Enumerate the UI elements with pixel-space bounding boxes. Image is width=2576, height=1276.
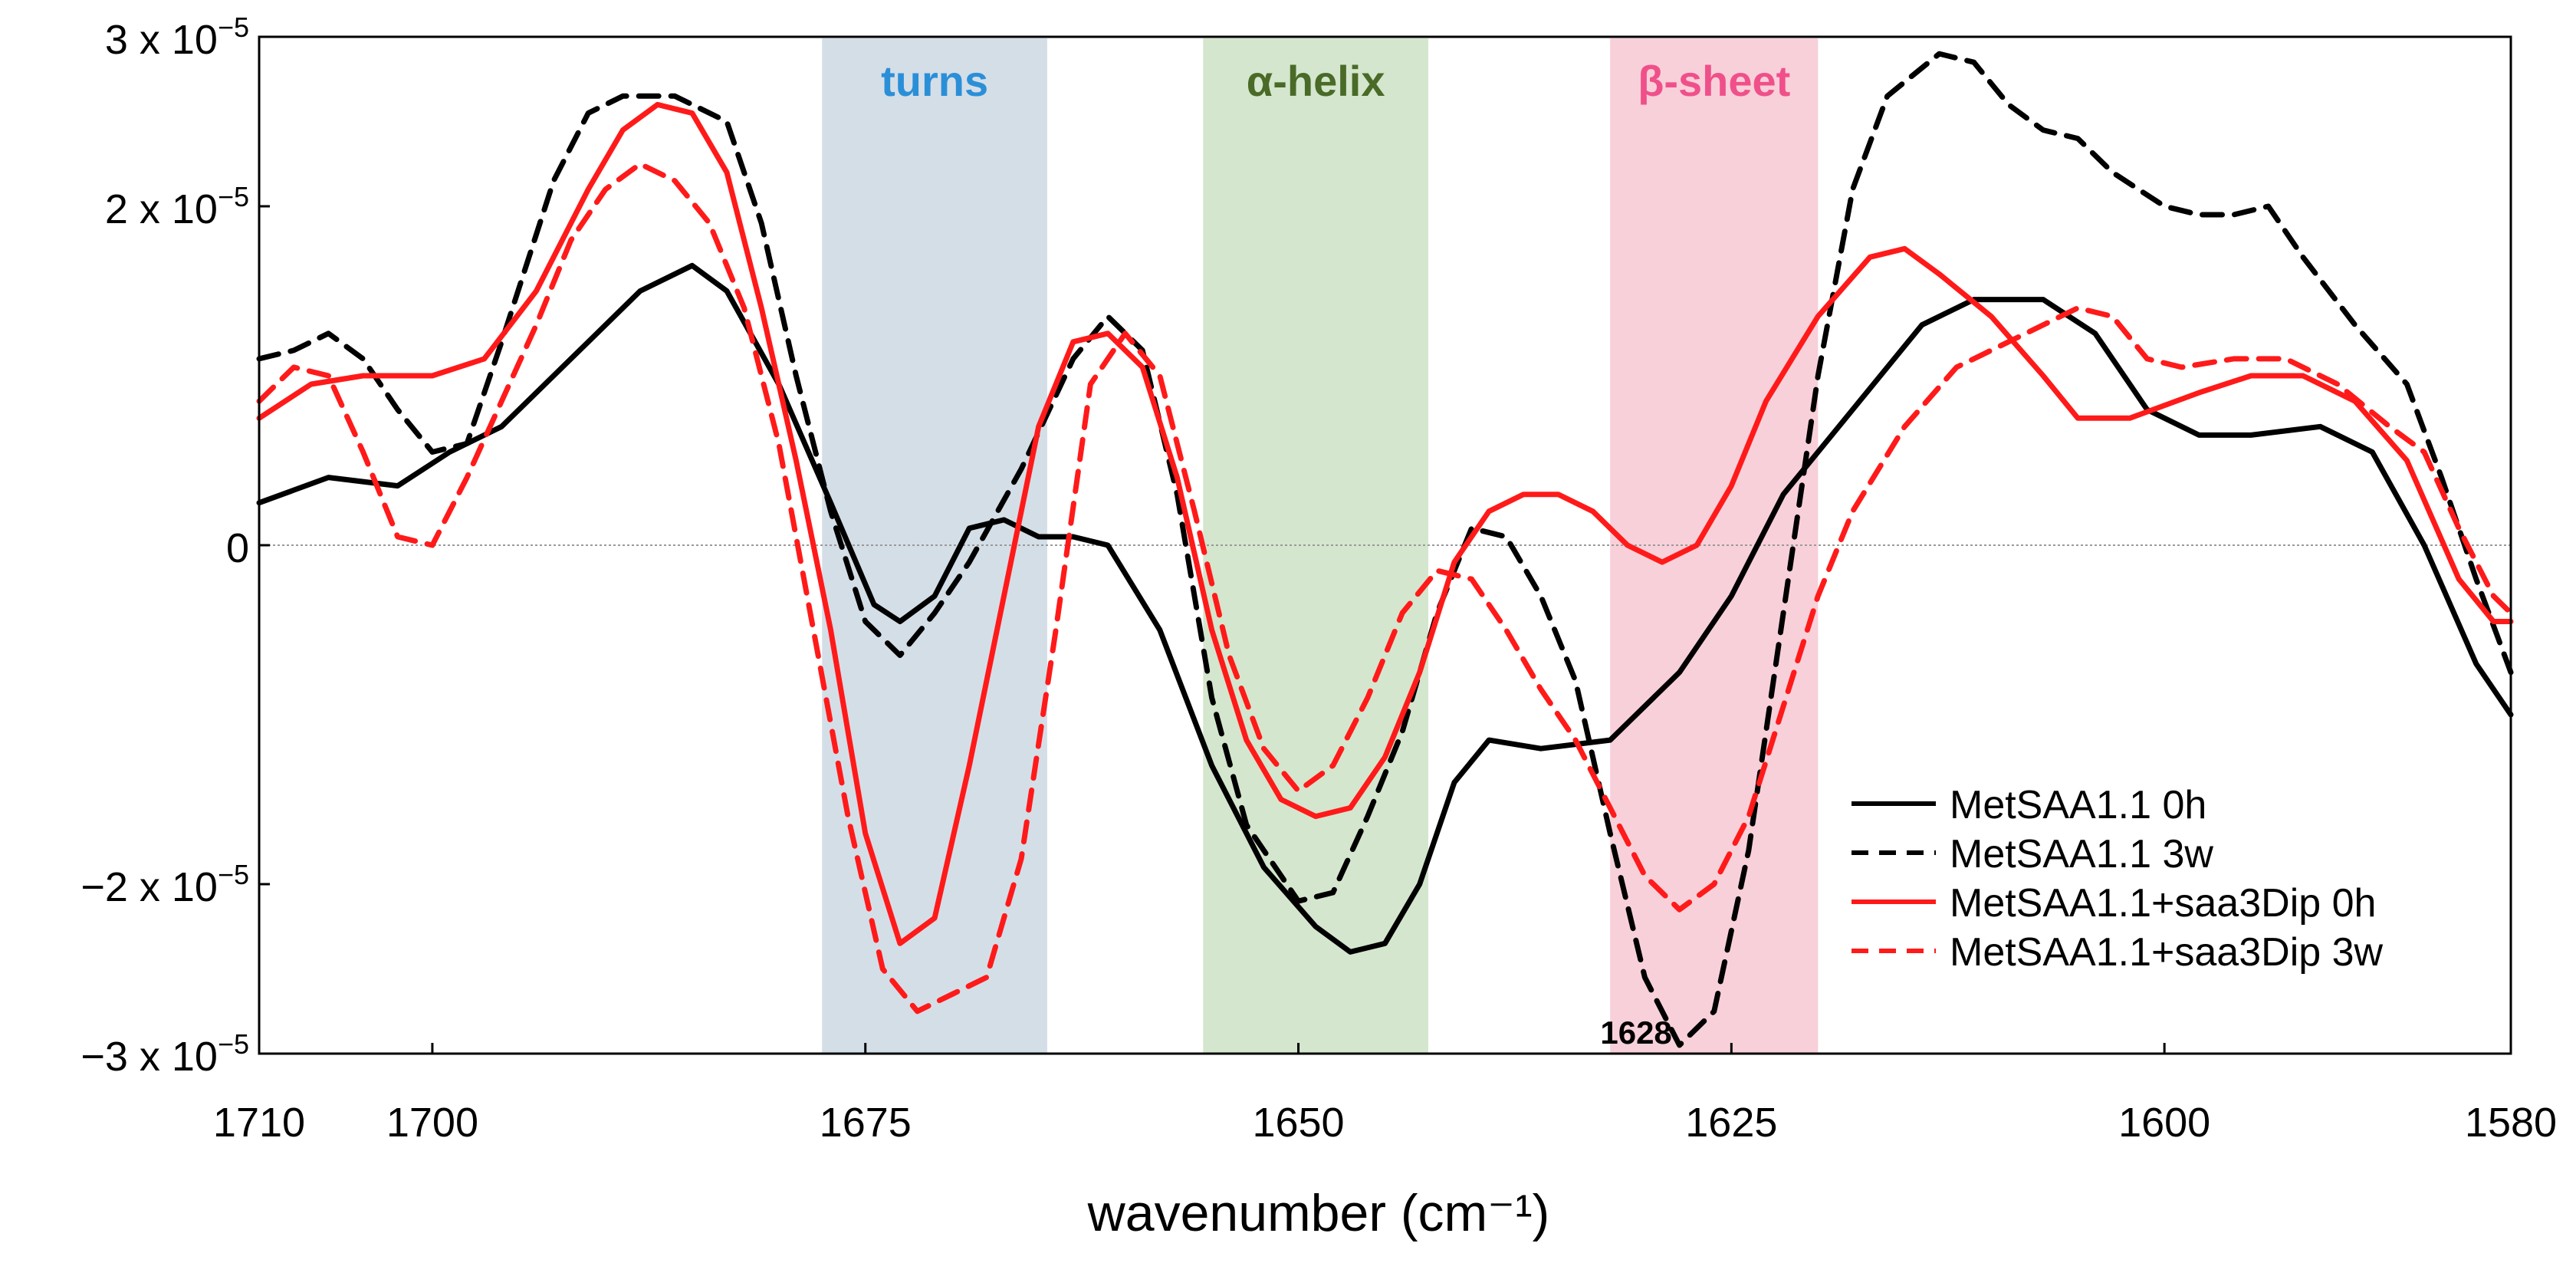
y-tick-exponent: −5 [218, 181, 249, 212]
band-label: α-helix [1247, 57, 1385, 105]
band-label: β-sheet [1638, 57, 1790, 105]
series-line-4 [256, 161, 2514, 1015]
x-tick-label: 1700 [386, 1100, 478, 1146]
x-tick-label: 1650 [1252, 1100, 1344, 1146]
legend-label: MetSAA1.1+saa3Dip 3w [1950, 930, 2384, 975]
y-tick-label: −2 x 10−5 [80, 859, 249, 910]
y-tick-mantissa: 2 x 10 [105, 186, 218, 232]
x-tick-label: 1675 [820, 1100, 912, 1146]
x-tick-label: 1710 [213, 1100, 305, 1146]
series-line-3 [256, 101, 2514, 946]
annotation-label: 1628 [1600, 1015, 1671, 1051]
y-axis-ticks: 3 x 10−52 x 10−50−2 x 10−5−3 x 10−5 [80, 12, 270, 1080]
x-axis-title: wavenumber (cm⁻¹) [1087, 1184, 1550, 1242]
series-line-2 [256, 51, 2514, 1048]
y-tick-label: 2 x 10−5 [105, 181, 249, 232]
y-tick-label: 0 [226, 525, 249, 571]
legend-label: MetSAA1.1+saa3Dip 0h [1950, 881, 2376, 926]
spectrum-series [256, 51, 2514, 1048]
y-tick-mantissa: 3 x 10 [105, 17, 218, 63]
x-tick-label: 1600 [2118, 1100, 2210, 1146]
x-tick-label: 1580 [2465, 1100, 2557, 1146]
y-tick-exponent: −5 [218, 1028, 249, 1060]
y-tick-mantissa: −2 x 10 [80, 864, 218, 910]
x-axis-ticks: 1710 1700 1675 1650 1625 1600 1580 [213, 1043, 2557, 1146]
y-tick-label: −3 x 10−5 [80, 1028, 249, 1080]
y-tick-label: 3 x 10−5 [105, 12, 249, 63]
band-label: turns [881, 57, 988, 105]
annotations: 1628 [1600, 1015, 1671, 1051]
series-line-1 [256, 262, 2514, 955]
y-tick-mantissa: −3 x 10 [80, 1034, 218, 1080]
legend: MetSAA1.1 0h MetSAA1.1 3w MetSAA1.1+saa3Di… [1852, 783, 2384, 975]
band-rect [1203, 38, 1428, 1054]
legend-label: MetSAA1.1 0h [1950, 783, 2206, 827]
x-tick-label: 1625 [1685, 1100, 1777, 1146]
y-tick-exponent: −5 [218, 859, 249, 890]
legend-label: MetSAA1.1 3w [1950, 832, 2213, 876]
y-tick-exponent: −5 [218, 12, 249, 43]
y-tick-mantissa: 0 [226, 525, 249, 571]
